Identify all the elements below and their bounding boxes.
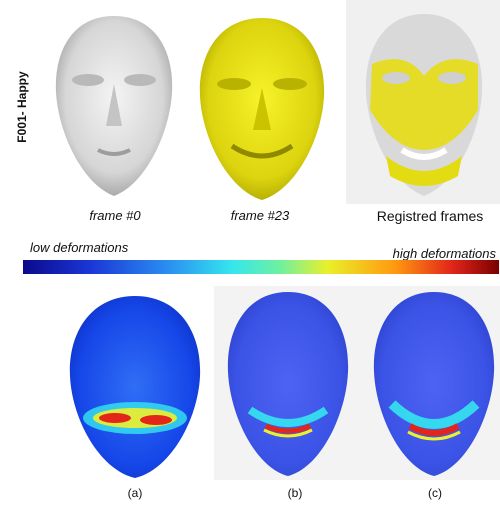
heatmap-face-b xyxy=(214,286,500,480)
caption-registered: Registred frames xyxy=(376,208,484,224)
caption-a: (a) xyxy=(127,486,143,500)
heatmap-face-a xyxy=(60,292,210,482)
row-label: F001- Happy xyxy=(15,71,29,143)
caption-b: (b) xyxy=(287,486,303,500)
deformation-colorbar xyxy=(23,260,499,274)
face-frame-23 xyxy=(188,14,336,204)
face-registered xyxy=(346,0,500,204)
caption-frame-0: frame #0 xyxy=(89,208,141,223)
caption-frame-23: frame #23 xyxy=(230,208,290,223)
colorbar-low-label: low deformations xyxy=(30,240,129,255)
colorbar-high-label: high deformations xyxy=(392,246,496,261)
caption-c: (c) xyxy=(428,486,442,500)
face-frame-0 xyxy=(42,12,186,200)
